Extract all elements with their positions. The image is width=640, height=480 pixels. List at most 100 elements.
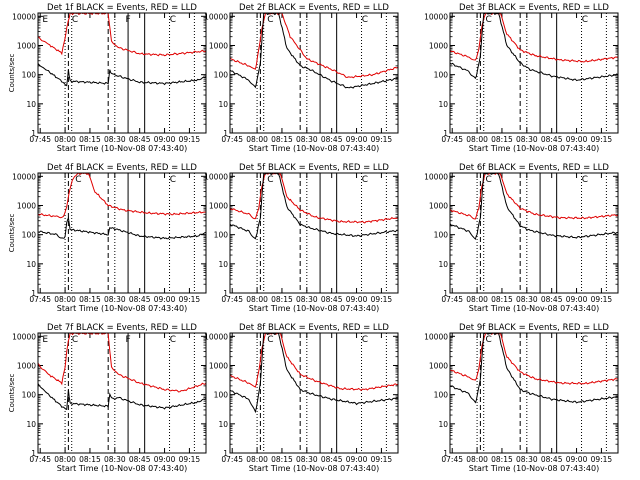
y-tick-label: 1000 xyxy=(209,201,228,210)
x-tick-label: 09:00 xyxy=(566,295,588,304)
x-tick-label: 07:45 xyxy=(441,455,463,464)
x-tick-label: 09:15 xyxy=(179,455,201,464)
x-axis-label: Start Time (10-Nov-08 07:43:40) xyxy=(57,144,187,153)
y-tick-label: 10 xyxy=(438,100,448,109)
x-tick-label: 07:45 xyxy=(221,135,243,144)
chart-title: Det 3f BLACK = Events, RED = LLD xyxy=(459,3,609,13)
y-tick-label: 100 xyxy=(22,231,37,240)
series-group xyxy=(38,333,206,411)
chart-title: Det 9f BLACK = Events, RED = LLD xyxy=(459,323,609,333)
chart-title: Det 7f BLACK = Events, RED = LLD xyxy=(47,323,197,333)
chart-panel: Det 3f BLACK = Events, RED = LLD 1 10 100 10… xyxy=(424,3,619,153)
x-tick-label: 07:45 xyxy=(221,295,243,304)
series-group xyxy=(450,333,618,404)
x-tick-label: 08:00 xyxy=(466,455,488,464)
y-tick-label: 10 xyxy=(218,100,228,109)
series-events-line xyxy=(38,216,206,240)
x-tick-label: 08:30 xyxy=(104,135,126,144)
y-tick-label: 1000 xyxy=(429,201,448,210)
x-tick-label: 08:00 xyxy=(466,135,488,144)
x-tick-label: 07:45 xyxy=(441,295,463,304)
y-tick-label: 10000 xyxy=(424,12,448,21)
x-tick-label: 09:15 xyxy=(371,135,393,144)
series-events-line xyxy=(38,63,206,87)
plot-frame xyxy=(37,332,207,454)
series-events-line xyxy=(38,383,206,411)
x-tick-label: 08:45 xyxy=(129,135,151,144)
series-lld-line xyxy=(38,173,206,219)
series-group xyxy=(450,173,618,241)
chart-title: Det 5f BLACK = Events, RED = LLD xyxy=(239,163,389,173)
x-tick-label: 08:15 xyxy=(79,295,101,304)
chart-panel: Det 8f BLACK = Events, RED = LLD 1 10 100 10… xyxy=(204,323,399,473)
plot-frame xyxy=(37,172,207,294)
event-letter: C xyxy=(72,335,78,345)
y-tick-label: 100 xyxy=(22,391,37,400)
x-tick-label: 08:00 xyxy=(246,455,268,464)
y-tick-label: 1000 xyxy=(17,201,36,210)
event-letter: C xyxy=(362,15,368,25)
x-tick-label: 08:45 xyxy=(541,295,563,304)
series-group xyxy=(38,13,206,87)
x-tick-label: 08:00 xyxy=(246,295,268,304)
y-tick-label: 10000 xyxy=(12,12,36,21)
x-tick-label: 08:30 xyxy=(516,135,538,144)
y-axis-label: Counts/sec xyxy=(8,214,16,253)
series-events-line xyxy=(230,333,398,414)
x-tick-label: 08:00 xyxy=(54,135,76,144)
x-tick-label: 08:45 xyxy=(541,455,563,464)
y-tick-label: 1 xyxy=(31,449,36,458)
y-tick-label: 1 xyxy=(31,289,36,298)
event-letter: C xyxy=(486,15,492,25)
event-letter: C xyxy=(75,175,81,185)
y-tick-label: 10 xyxy=(26,420,36,429)
series-lld-line xyxy=(230,333,398,392)
x-tick-label: 08:15 xyxy=(491,295,513,304)
event-letter: C xyxy=(170,335,176,345)
plot-frame xyxy=(449,332,619,454)
y-tick-label: 10 xyxy=(218,260,228,269)
x-tick-label: 09:00 xyxy=(154,295,176,304)
x-tick-label: 08:30 xyxy=(104,295,126,304)
y-tick-label: 10 xyxy=(26,260,36,269)
event-letter: C xyxy=(582,175,588,185)
x-tick-label: 08:30 xyxy=(296,135,318,144)
event-letter: C xyxy=(486,335,492,345)
x-tick-label: 08:45 xyxy=(321,295,343,304)
series-lld-line xyxy=(38,333,206,393)
x-tick-label: 09:00 xyxy=(346,295,368,304)
y-tick-label: 100 xyxy=(434,71,449,80)
event-letter: C xyxy=(267,335,273,345)
y-tick-label: 100 xyxy=(214,391,229,400)
chart-panel: Det 2f BLACK = Events, RED = LLD 1 10 100 10… xyxy=(204,3,399,153)
x-tick-label: 08:15 xyxy=(491,135,513,144)
chart-panel: Det 6f BLACK = Events, RED = LLD 1 10 100 10… xyxy=(424,163,619,313)
event-letter: C xyxy=(362,335,368,345)
x-tick-label: 08:30 xyxy=(296,455,318,464)
x-tick-label: 07:45 xyxy=(29,455,51,464)
series-group xyxy=(230,333,398,414)
y-axis-label: Counts/sec xyxy=(8,374,16,413)
chart-panel: Det 1f BLACK = Events, RED = LLD 1 10 100 10… xyxy=(8,3,207,153)
series-group xyxy=(38,173,206,240)
event-letter: C xyxy=(170,175,176,185)
x-axis-label: Start Time (10-Nov-08 07:43:40) xyxy=(57,304,187,313)
chart-panel: Det 5f BLACK = Events, RED = LLD 1 10 100 10… xyxy=(204,163,399,313)
x-tick-label: 08:30 xyxy=(516,295,538,304)
x-tick-label: 08:45 xyxy=(541,135,563,144)
x-tick-label: 09:15 xyxy=(591,135,613,144)
x-tick-label: 07:45 xyxy=(29,295,51,304)
plot-frame xyxy=(229,172,399,294)
chart-title: Det 4f BLACK = Events, RED = LLD xyxy=(47,163,197,173)
y-tick-label: 1 xyxy=(443,129,448,138)
y-tick-label: 1 xyxy=(443,449,448,458)
y-tick-label: 1 xyxy=(223,449,228,458)
y-tick-label: 1 xyxy=(31,129,36,138)
event-letter: F xyxy=(125,15,130,25)
y-tick-label: 1000 xyxy=(17,361,36,370)
x-tick-label: 09:15 xyxy=(591,295,613,304)
x-tick-label: 09:15 xyxy=(179,135,201,144)
y-tick-label: 1000 xyxy=(209,361,228,370)
x-tick-label: 08:15 xyxy=(79,455,101,464)
series-lld-line xyxy=(450,13,618,63)
